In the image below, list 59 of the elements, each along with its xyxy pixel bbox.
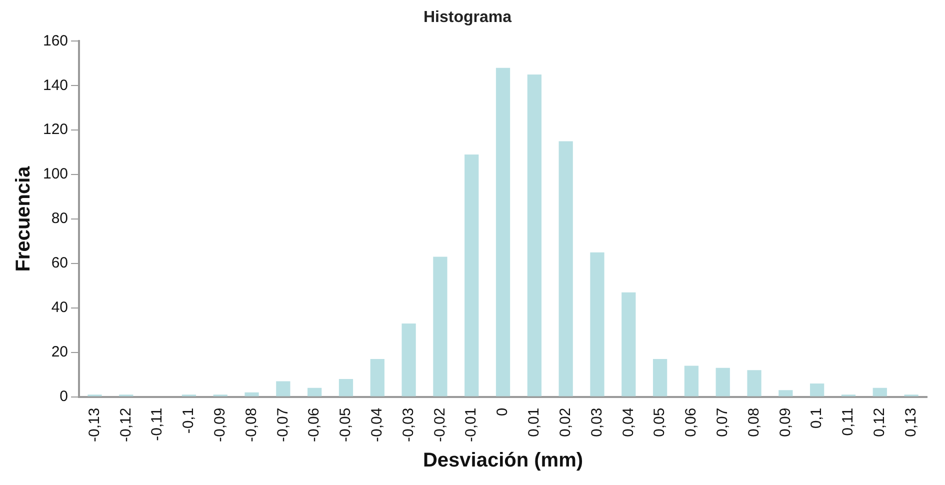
x-tick-label: 0,01	[526, 408, 543, 438]
chart-title: Histograma	[423, 9, 512, 26]
x-tick-label: -0,1	[180, 408, 198, 434]
y-tick-label: 160	[42, 32, 68, 50]
bar	[433, 256, 448, 396]
bar	[276, 381, 290, 396]
x-tick-label: -0,03	[400, 408, 417, 442]
x-tick-label: -0,01	[462, 408, 480, 442]
x-tick-label: 0	[494, 408, 512, 416]
x-tick-label: -0,11	[148, 408, 166, 441]
bar	[464, 154, 479, 396]
x-axis-title: Desviación (mm)	[422, 450, 584, 472]
x-tick-label: 0,11	[840, 408, 857, 436]
y-tick-label: 20	[51, 344, 68, 360]
x-tick-label: -0,06	[306, 408, 323, 442]
x-tick-label: 0,09	[776, 408, 794, 438]
bar	[402, 323, 416, 396]
x-tick-label: 0,04	[620, 408, 637, 438]
x-tick-label: 0,06	[682, 408, 700, 438]
x-tick-label: -0,13	[86, 408, 103, 442]
bar	[652, 359, 668, 396]
bar	[496, 68, 510, 396]
bar	[872, 388, 887, 396]
bar	[558, 141, 573, 396]
y-tick-label: 80	[51, 210, 68, 228]
x-tick-label: 0,13	[902, 408, 920, 438]
bar	[370, 359, 384, 396]
y-axis-title: Frecuencia	[12, 165, 35, 272]
bar	[308, 388, 322, 396]
bar	[244, 392, 259, 396]
bar	[684, 366, 699, 396]
y-tick-label: 0	[60, 388, 68, 405]
x-tick-label: -0,12	[117, 408, 134, 442]
bar	[622, 292, 636, 396]
x-tick-label: -0,04	[368, 408, 386, 442]
x-tick-label: -0,02	[431, 408, 448, 442]
bar	[338, 379, 354, 396]
x-tick-label: 0,07	[714, 408, 731, 438]
bar	[590, 252, 604, 396]
y-tick-label: 40	[51, 299, 68, 316]
x-tick-label: -0,08	[242, 408, 260, 442]
y-tick-label: 140	[42, 76, 68, 94]
x-tick-label: 0,08	[745, 408, 762, 438]
x-tick-label: 0,12	[871, 408, 888, 438]
x-tick-label: -0,05	[337, 408, 354, 442]
x-tick-label: 0,1	[808, 408, 826, 429]
bar	[527, 74, 542, 396]
bar	[778, 390, 793, 396]
y-tick-label: 120	[42, 121, 68, 138]
bar	[747, 370, 762, 396]
y-tick-label: 60	[51, 254, 68, 272]
x-tick-label: -0,07	[274, 408, 292, 442]
x-tick-label: 0,02	[556, 408, 574, 438]
x-tick-label: 0,03	[588, 408, 606, 438]
y-tick-label: 100	[42, 166, 68, 183]
bar	[716, 368, 730, 396]
bar	[810, 383, 824, 396]
x-tick-label: -0,09	[211, 408, 228, 442]
x-tick-label: 0,05	[651, 408, 668, 438]
